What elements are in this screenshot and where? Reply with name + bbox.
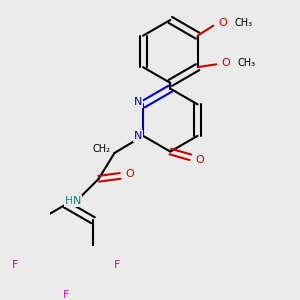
Text: CH₂: CH₂ (93, 144, 111, 154)
Text: F: F (63, 290, 69, 300)
Text: O: O (218, 18, 227, 28)
Text: CH₃: CH₃ (238, 58, 256, 68)
Text: O: O (195, 154, 204, 165)
Text: H: H (64, 196, 73, 206)
Text: N: N (134, 97, 142, 107)
Text: N: N (73, 196, 81, 206)
Text: F: F (12, 260, 18, 270)
Text: O: O (125, 169, 134, 179)
Text: CH₃: CH₃ (235, 18, 253, 28)
Text: F: F (114, 260, 120, 270)
Text: O: O (221, 58, 230, 68)
Text: N: N (134, 131, 142, 141)
